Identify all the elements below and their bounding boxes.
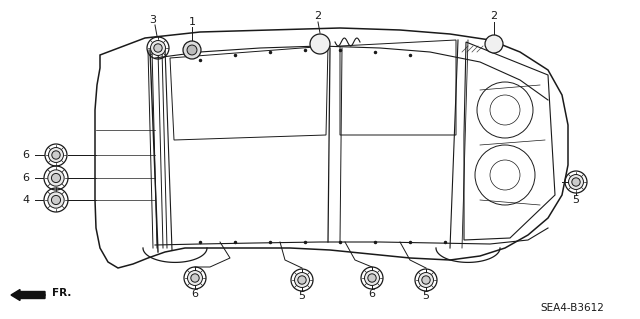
Text: 4: 4 <box>22 195 29 205</box>
Circle shape <box>422 276 430 284</box>
Circle shape <box>485 35 503 53</box>
Circle shape <box>419 272 433 287</box>
Text: SEA4-B3612: SEA4-B3612 <box>540 303 604 313</box>
Circle shape <box>187 45 197 55</box>
Text: 5: 5 <box>298 291 305 301</box>
Circle shape <box>49 147 63 162</box>
Text: 6: 6 <box>369 289 376 299</box>
Circle shape <box>51 196 61 204</box>
Text: FR.: FR. <box>52 288 72 298</box>
Text: 5: 5 <box>422 291 429 301</box>
Circle shape <box>191 274 199 282</box>
Circle shape <box>298 276 306 284</box>
Text: 2: 2 <box>314 11 321 21</box>
Text: 6: 6 <box>191 289 198 299</box>
Circle shape <box>154 44 162 52</box>
Circle shape <box>150 41 166 56</box>
Circle shape <box>52 151 60 159</box>
Circle shape <box>188 271 202 286</box>
Text: 6: 6 <box>22 150 29 160</box>
Circle shape <box>368 274 376 282</box>
Circle shape <box>183 41 201 59</box>
Text: 2: 2 <box>490 11 497 21</box>
Circle shape <box>568 174 584 189</box>
Circle shape <box>48 192 64 208</box>
Text: 5: 5 <box>573 195 579 205</box>
Circle shape <box>51 174 61 182</box>
Text: 6: 6 <box>22 173 29 183</box>
Text: 3: 3 <box>150 15 157 25</box>
Text: 1: 1 <box>189 17 195 27</box>
Circle shape <box>48 170 64 186</box>
Circle shape <box>365 271 380 286</box>
Circle shape <box>294 272 310 287</box>
Circle shape <box>310 34 330 54</box>
Circle shape <box>572 178 580 186</box>
FancyArrow shape <box>11 290 45 300</box>
